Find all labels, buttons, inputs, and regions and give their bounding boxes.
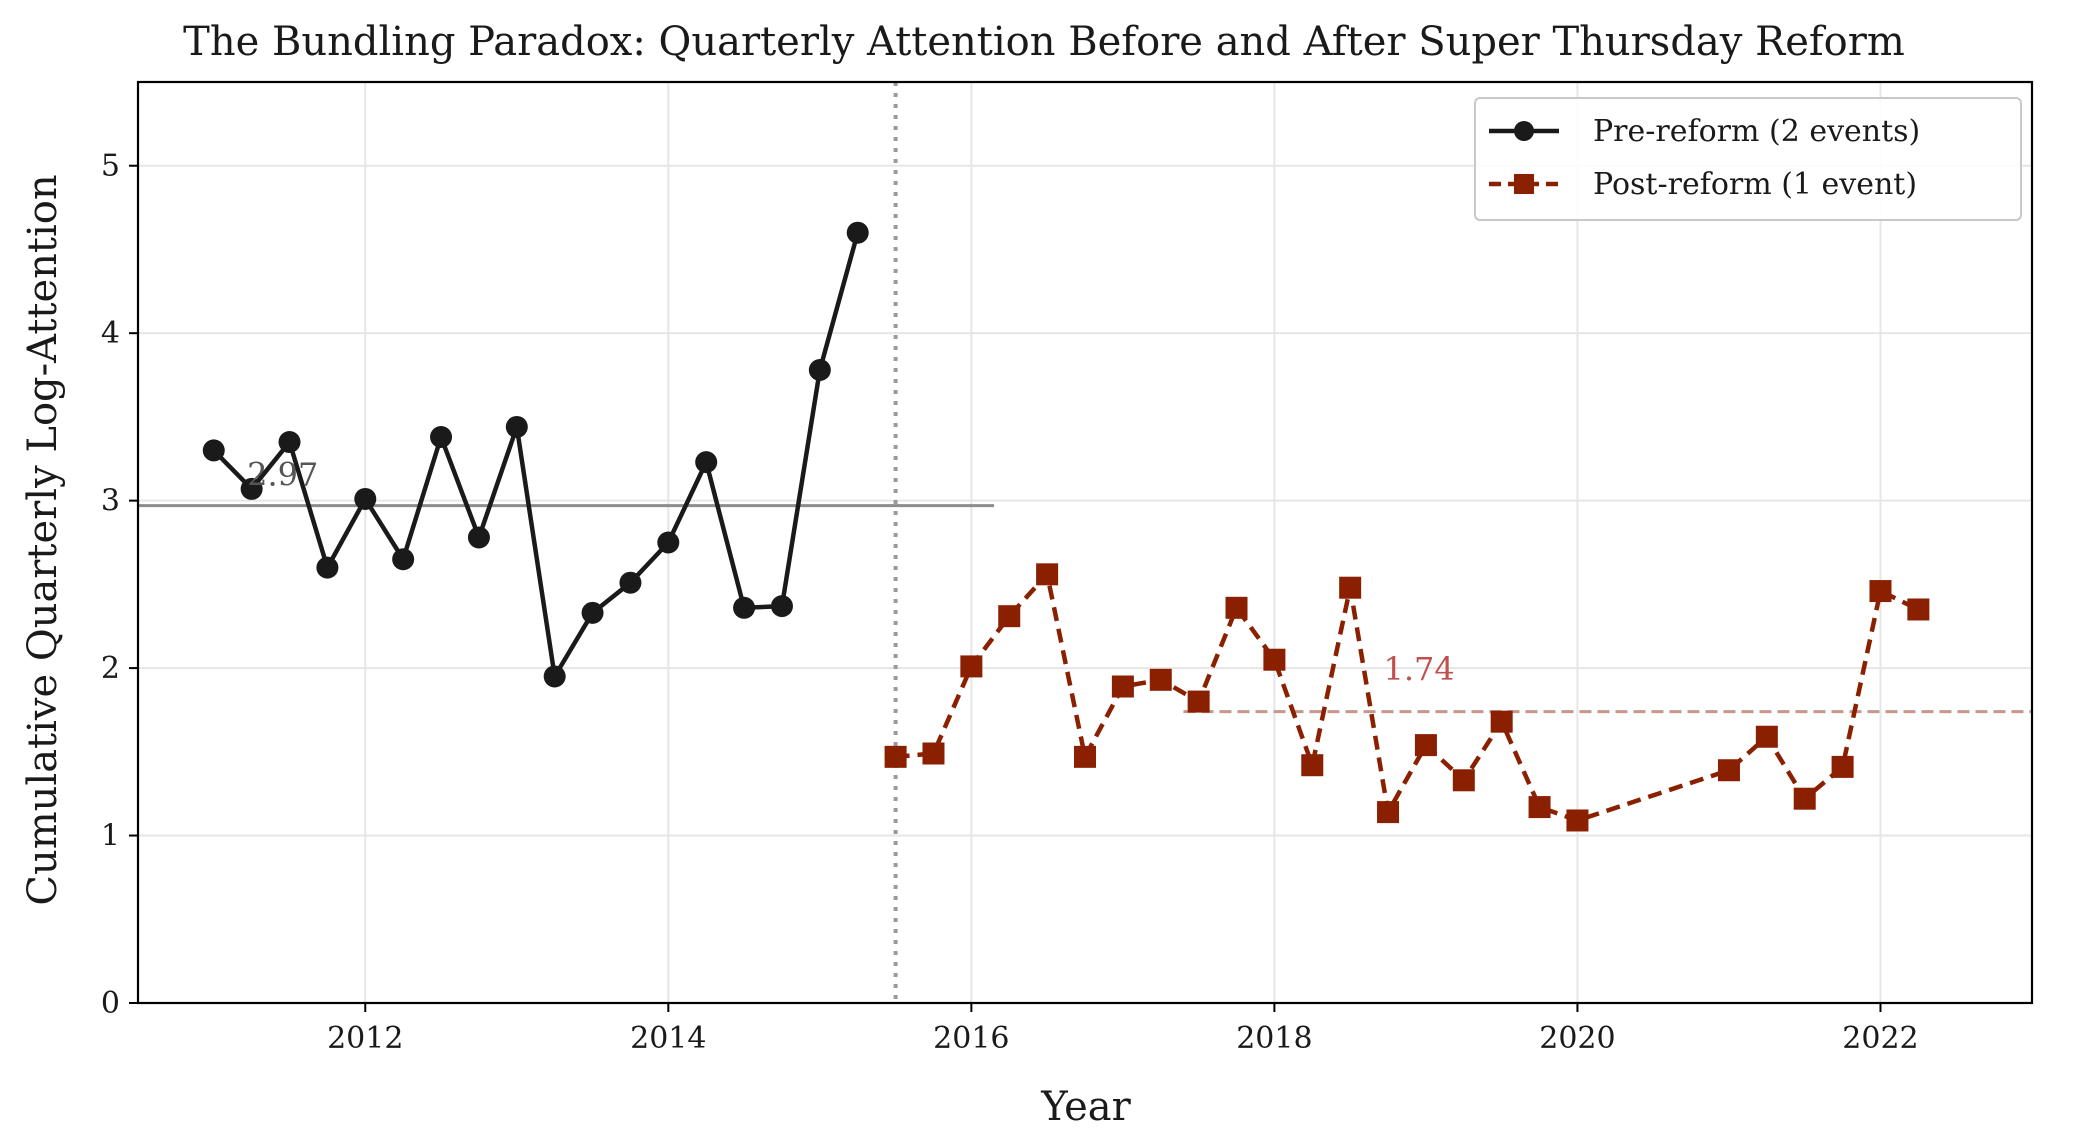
- y-tick-label: 4: [101, 316, 120, 351]
- pre-reform-point: [808, 359, 831, 382]
- post-reform-point: [1301, 754, 1324, 777]
- pre-reform-point: [657, 531, 680, 554]
- post-reform-point: [1566, 809, 1589, 832]
- pre-reform-series: [202, 221, 869, 688]
- chart-title: The Bundling Paradox: Quarterly Attentio…: [183, 19, 1905, 65]
- legend-pre-marker: [1514, 121, 1534, 141]
- post-reform-point: [1263, 648, 1286, 671]
- pre-reform-point: [733, 596, 756, 619]
- pre-reform-point: [543, 665, 566, 688]
- plot-frame: [136, 80, 2034, 1005]
- post-reform-point: [1793, 787, 1816, 810]
- post-reform-point: [884, 745, 907, 768]
- pre-reform-point: [240, 477, 263, 500]
- annotations: 2.97 1.74: [247, 456, 1455, 688]
- x-tick-label: 2012: [327, 1021, 403, 1056]
- x-tick-label: 2022: [1842, 1021, 1918, 1056]
- pre-reform-point: [430, 426, 453, 449]
- legend-box: [1474, 97, 2022, 221]
- pre-reform-point: [392, 548, 415, 571]
- x-axis-title: Year: [1040, 1084, 1131, 1130]
- reference-lines: [138, 82, 2032, 1003]
- pre-mean-label: 2.97: [247, 456, 318, 494]
- post-reform-point: [1717, 759, 1740, 782]
- pre-reform-point: [846, 221, 869, 244]
- pre-reform-point: [354, 487, 377, 510]
- pre-reform-point: [278, 431, 301, 454]
- post-reform-point: [1452, 769, 1475, 792]
- post-reform-point: [1187, 690, 1210, 713]
- pre-reform-point: [581, 601, 604, 624]
- legend: Pre-reform (2 events) Post-reform (1 even…: [1474, 97, 2022, 221]
- pre-reform-point: [770, 595, 793, 618]
- pre-reform-point: [695, 451, 718, 474]
- pre-reform-point: [619, 571, 642, 594]
- series-layer: [202, 221, 1930, 832]
- post-reform-point: [1074, 745, 1096, 768]
- y-tick-label: 2: [101, 651, 120, 686]
- post-reform-point: [1907, 598, 1930, 621]
- legend-pre-label: Pre-reform (2 events): [1593, 114, 1920, 149]
- post-reform-point: [1225, 596, 1248, 619]
- post-reform-series: [884, 563, 1930, 832]
- post-reform-point: [922, 742, 945, 765]
- post-reform-point: [998, 605, 1021, 628]
- post-reform-point: [1490, 710, 1513, 733]
- x-tick-label: 2020: [1539, 1021, 1615, 1056]
- x-tick-label: 2018: [1236, 1021, 1312, 1056]
- legend-post-label: Post-reform (1 event): [1593, 167, 1917, 202]
- post-reform-point: [1869, 580, 1892, 603]
- y-tick-label: 0: [101, 986, 120, 1021]
- pre-reform-point: [202, 439, 225, 462]
- post-reform-point: [1111, 675, 1134, 698]
- post-reform-point: [960, 655, 983, 678]
- post-reform-point: [1149, 668, 1172, 691]
- y-tick-label: 1: [101, 819, 120, 854]
- post-reform-point: [1755, 725, 1778, 748]
- post-reform-point: [1339, 576, 1362, 599]
- post-reform-point: [1377, 801, 1400, 824]
- post-mean-label: 1.74: [1383, 650, 1454, 688]
- y-tick-label: 5: [101, 149, 120, 184]
- post-reform-line: [895, 572, 1920, 823]
- x-tick-label: 2016: [933, 1021, 1009, 1056]
- post-reform-point: [1528, 796, 1551, 819]
- post-reform-point: [1414, 734, 1437, 757]
- y-tick-label: 3: [101, 484, 120, 519]
- legend-post-marker: [1514, 174, 1534, 194]
- post-reform-point: [1036, 563, 1059, 586]
- x-tick-label: 2014: [630, 1021, 706, 1056]
- axis-ticks: 2012 2014 2016 2018 2020 2022 0 1 2 3 4 5: [101, 149, 1919, 1056]
- pre-reform-point: [316, 556, 339, 579]
- y-axis-title: Cumulative Quarterly Log-Attention: [20, 174, 66, 905]
- pre-reform-point: [505, 415, 528, 438]
- post-reform-point: [1831, 755, 1854, 778]
- pre-reform-point: [467, 526, 490, 549]
